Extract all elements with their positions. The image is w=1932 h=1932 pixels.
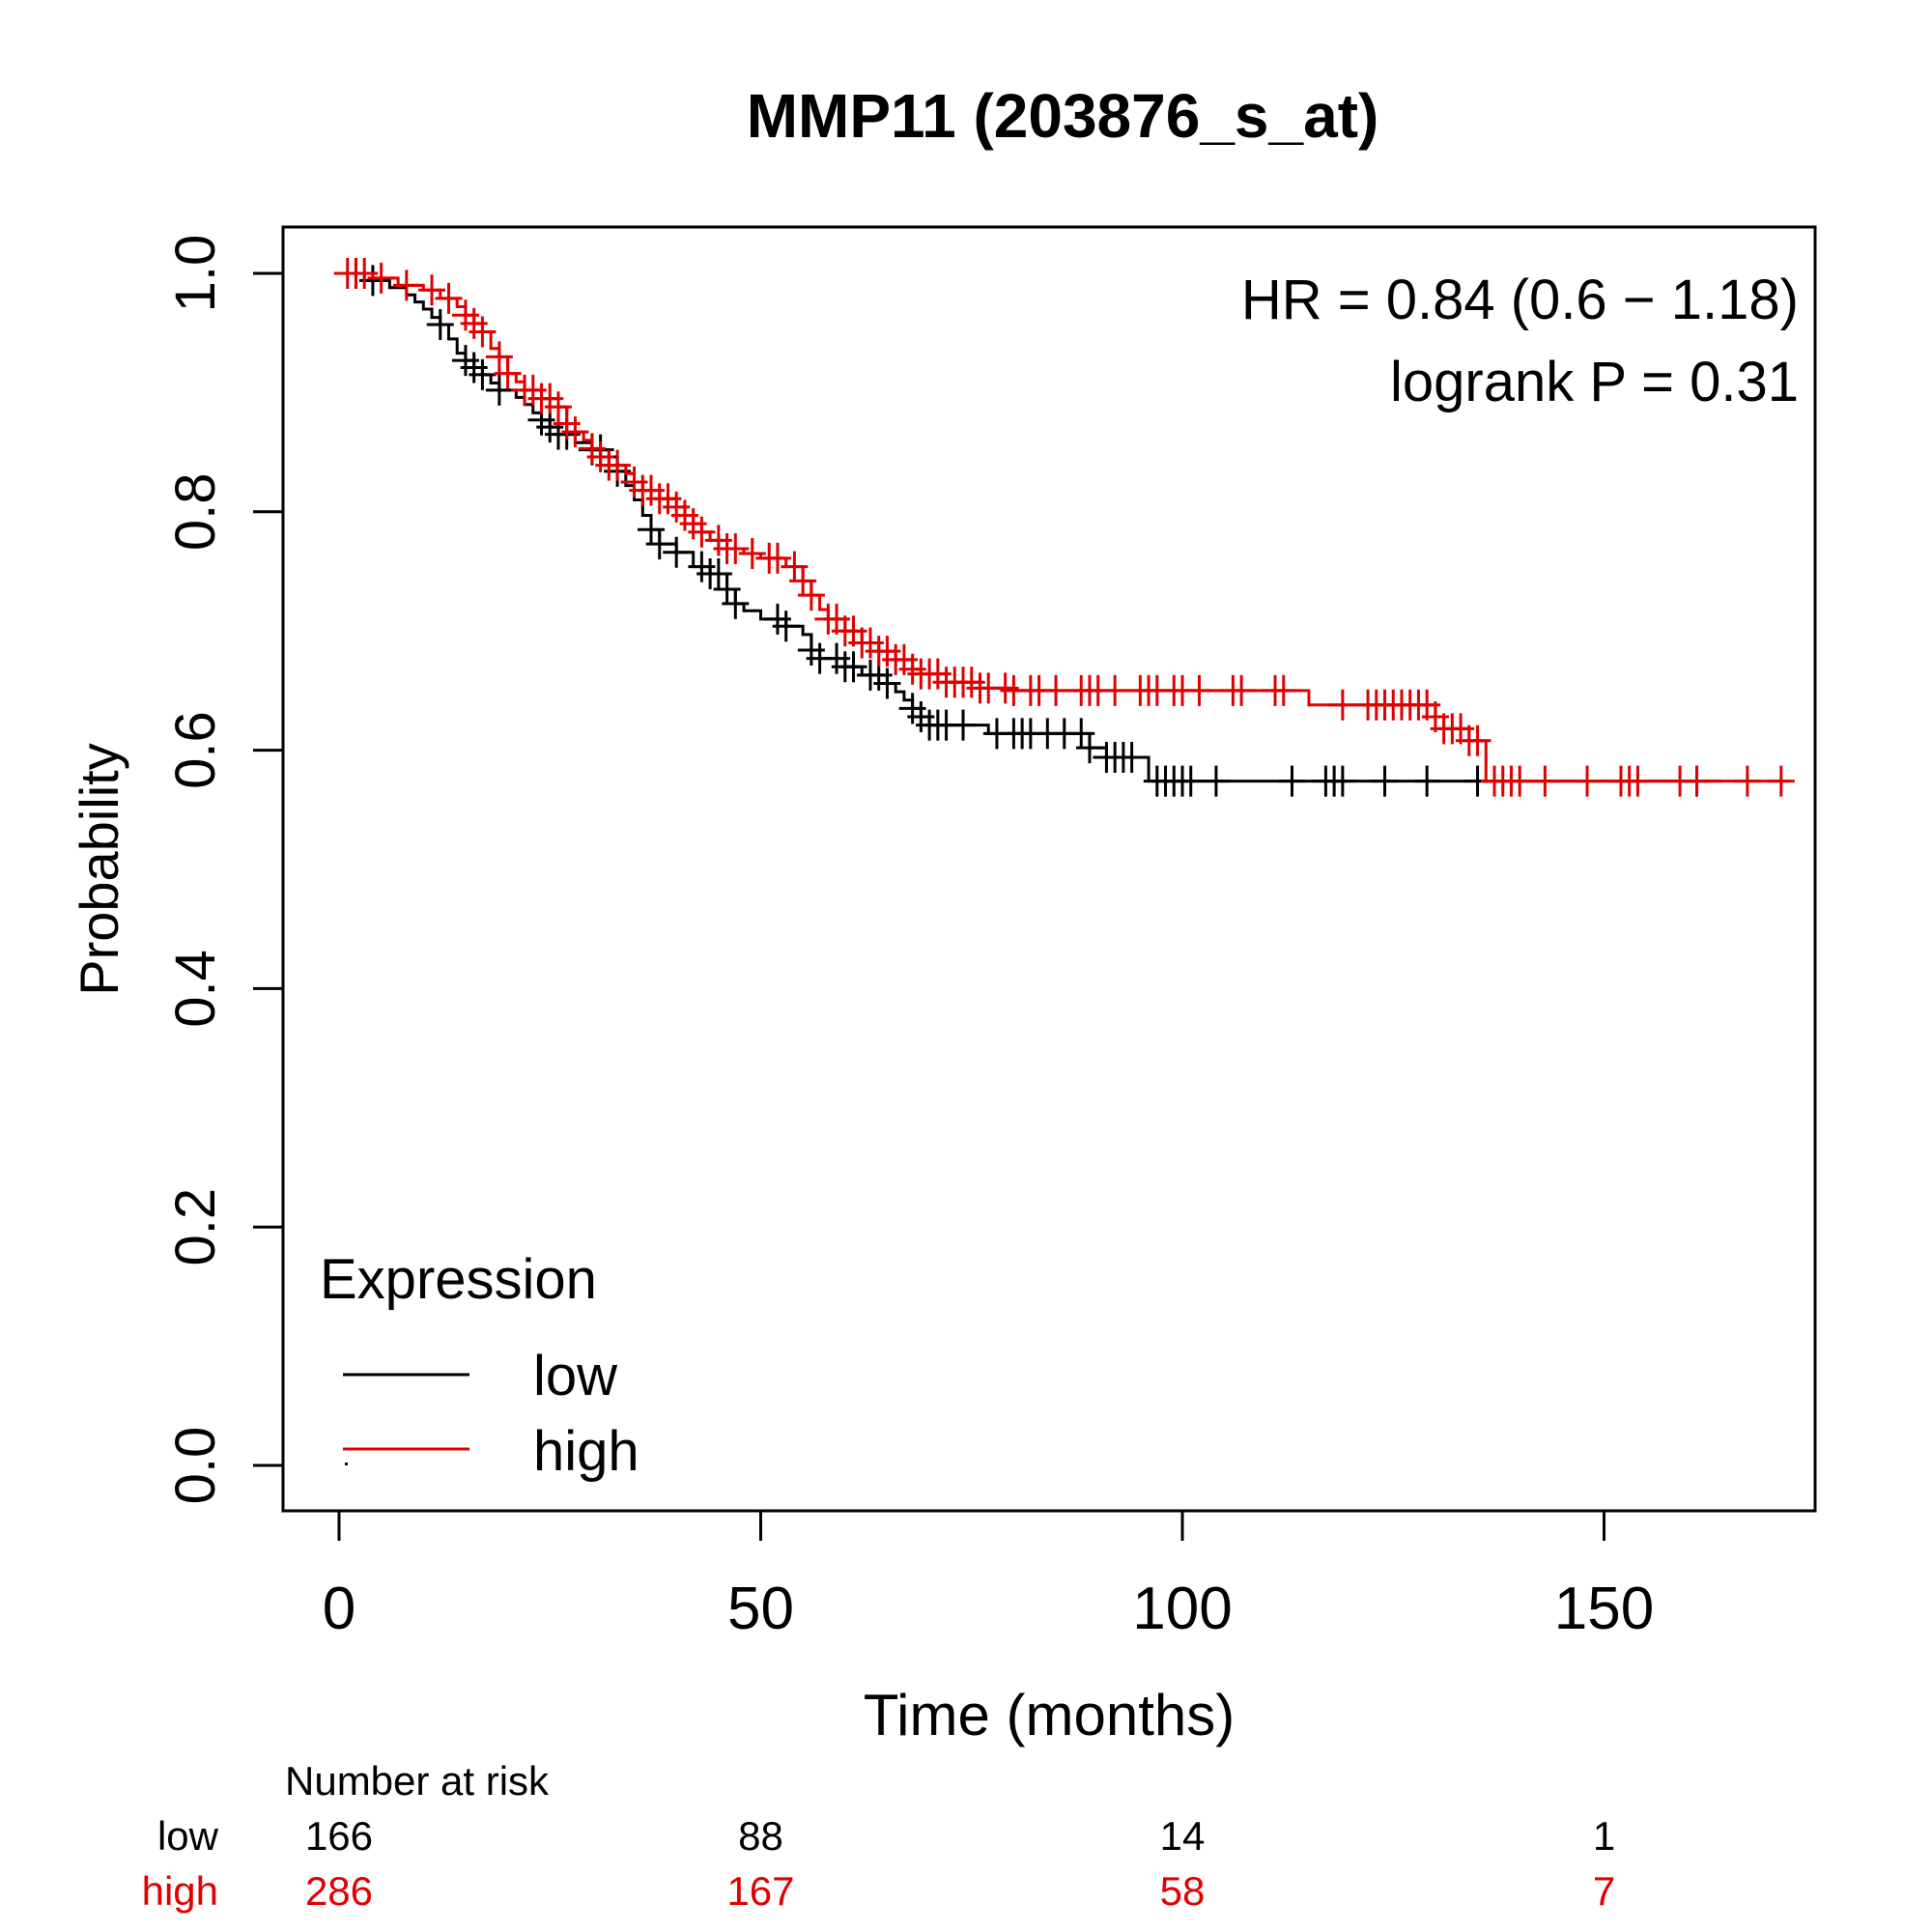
series-high [333, 258, 1795, 797]
plot-frame [281, 225, 1817, 1513]
y-axis-label: Probability [69, 743, 129, 995]
censor-mark [485, 374, 513, 406]
censor-mark [950, 709, 978, 741]
risk-row-label-low: low [157, 1813, 219, 1859]
chart-title: MMP11 (203876_s_at) [747, 81, 1379, 151]
x-tick-label: 50 [727, 1576, 794, 1642]
censor-mark [738, 537, 766, 569]
risk-value-high: 58 [1160, 1868, 1206, 1914]
x-axis: 0 50 100 150 [323, 1509, 1654, 1642]
y-tick-label: 0.8 [164, 472, 227, 551]
censor-mark [1269, 674, 1297, 706]
censor-mark [469, 358, 497, 390]
censor-mark [435, 282, 463, 314]
censor-mark [1328, 689, 1356, 721]
risk-value-high: 167 [726, 1868, 794, 1914]
censor-mark [704, 557, 732, 589]
y-tick-label: 0.0 [164, 1427, 227, 1505]
censor-mark [722, 533, 750, 565]
censor-mark [561, 416, 589, 448]
censor-mark [1185, 674, 1213, 706]
risk-value-low: 88 [738, 1813, 783, 1859]
censor-mark [1075, 732, 1103, 764]
x-axis-label: Time (months) [864, 1683, 1236, 1747]
legend-label-high: high [533, 1420, 639, 1483]
censor-mark [1278, 765, 1306, 797]
risk-value-high: 286 [305, 1868, 373, 1914]
logrank-annotation: logrank P = 0.31 [1390, 351, 1799, 413]
censor-mark [1574, 765, 1602, 797]
censor-mark [1118, 742, 1146, 774]
survival-curves [333, 258, 1795, 797]
censor-mark [392, 270, 420, 301]
censor-mark [1531, 765, 1559, 797]
risk-table: Number at risk low high 166 88 14 1 286 167 58… [142, 1758, 1616, 1914]
censor-mark [1683, 765, 1711, 797]
censor-mark [1328, 765, 1356, 797]
censor-mark [469, 316, 497, 348]
censor-mark [1506, 765, 1534, 797]
legend-dot [345, 1463, 348, 1465]
risk-row-label-high: high [142, 1868, 218, 1914]
legend-title: Expression [320, 1248, 597, 1311]
censor-mark [494, 357, 522, 389]
censor-mark [1463, 724, 1492, 756]
censor-mark [418, 274, 446, 306]
km-curve-high [339, 271, 1790, 783]
y-tick-label: 0.2 [164, 1188, 227, 1266]
censor-mark [1413, 765, 1441, 797]
censor-mark [763, 542, 791, 574]
censor-mark [485, 341, 513, 373]
censor-mark [1767, 765, 1795, 797]
censor-mark [1042, 674, 1070, 706]
censor-mark [1228, 674, 1256, 706]
censor-mark [797, 580, 825, 611]
y-tick-label: 0.4 [164, 950, 227, 1028]
risk-table-title: Number at risk [285, 1758, 550, 1804]
series-low [339, 258, 1722, 797]
risk-value-low: 14 [1160, 1813, 1206, 1859]
risk-values: 166 88 14 1 286 167 58 7 [305, 1813, 1615, 1914]
censor-mark [663, 536, 691, 568]
censor-mark [1371, 765, 1399, 797]
hr-annotation: HR = 0.84 (0.6 − 1.18) [1241, 269, 1799, 331]
censor-mark [1733, 765, 1761, 797]
censor-mark [688, 516, 716, 548]
censor-mark [351, 258, 379, 289]
censor-mark [1624, 765, 1652, 797]
y-tick-label: 1.0 [164, 235, 227, 313]
x-tick-label: 0 [323, 1576, 355, 1642]
x-tick-label: 100 [1132, 1576, 1232, 1642]
risk-value-low: 166 [305, 1813, 373, 1859]
censor-mark [873, 668, 901, 699]
risk-value-low: 1 [1593, 1813, 1615, 1859]
censor-mark [367, 262, 395, 294]
risk-value-high: 7 [1593, 1868, 1615, 1914]
censor-mark [772, 611, 800, 642]
censor-mark [1101, 674, 1129, 706]
km-curve-low [339, 271, 1722, 783]
censor-mark [722, 587, 750, 619]
y-tick-label: 0.6 [164, 711, 227, 789]
censor-mark [839, 651, 867, 683]
censor-mark [544, 391, 572, 423]
censor-mark [1177, 765, 1205, 797]
legend-label-low: low [533, 1345, 618, 1407]
censor-mark [604, 449, 632, 481]
x-tick-label: 150 [1554, 1576, 1654, 1642]
censor-mark [1202, 765, 1230, 797]
y-axis: 0.0 0.2 0.4 0.6 0.8 1.0 [164, 235, 285, 1505]
censor-mark [426, 309, 454, 341]
censor-mark [645, 528, 673, 560]
legend: Expression low high [320, 1248, 639, 1483]
